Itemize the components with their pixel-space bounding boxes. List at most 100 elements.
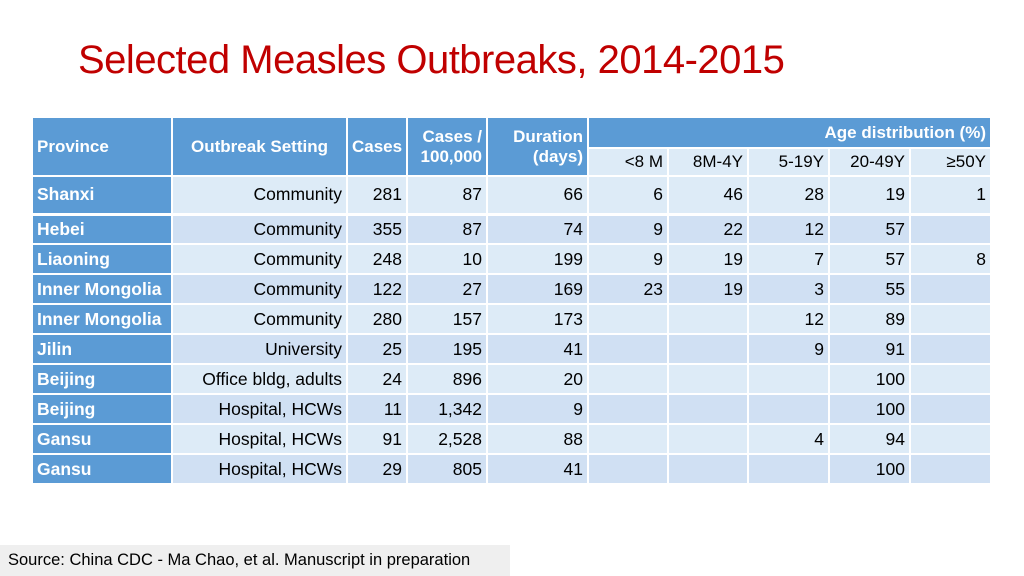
duration-cell: 74 bbox=[487, 212, 589, 245]
age-8m-4y-cell bbox=[668, 334, 749, 365]
age-20-49y-cell: 57 bbox=[829, 244, 911, 275]
age-5-19y-cell: 7 bbox=[748, 244, 830, 275]
age-8m-4y-cell bbox=[668, 454, 749, 485]
cases-cell: 248 bbox=[347, 244, 408, 275]
duration-cell: 199 bbox=[487, 244, 589, 275]
age-under-8m-cell bbox=[588, 424, 669, 455]
province-cell: Hebei bbox=[33, 212, 173, 245]
age-5-19y-cell: 4 bbox=[748, 424, 830, 455]
age-under-8m-cell: 9 bbox=[588, 212, 669, 245]
table-row: Beijing Office bldg, adults 24 896 20 10… bbox=[33, 364, 992, 395]
rate-cell: 2,528 bbox=[407, 424, 488, 455]
setting-cell: Hospital, HCWs bbox=[172, 454, 348, 485]
cases-cell: 91 bbox=[347, 424, 408, 455]
cases-cell: 122 bbox=[347, 274, 408, 305]
table-row: Liaoning Community 248 10 199 9 19 7 57 … bbox=[33, 244, 992, 275]
slide-title: Selected Measles Outbreaks, 2014-2015 bbox=[78, 38, 785, 82]
age-50y-plus-cell bbox=[910, 364, 992, 395]
setting-cell: Community bbox=[172, 176, 348, 215]
age-8m-4y-cell bbox=[668, 394, 749, 425]
table-row: Shanxi Community 281 87 66 6 46 28 19 1 bbox=[33, 176, 992, 215]
age-50y-plus-cell bbox=[910, 274, 992, 305]
cases-cell: 29 bbox=[347, 454, 408, 485]
age-8m-4y-cell: 19 bbox=[668, 274, 749, 305]
header-duration-line1: Duration bbox=[513, 126, 583, 146]
province-cell: Beijing bbox=[33, 364, 173, 395]
age-bin-20-49y: 20-49Y bbox=[829, 148, 911, 177]
duration-cell: 20 bbox=[487, 364, 589, 395]
header-rate-line1: Cases / bbox=[422, 126, 482, 146]
age-50y-plus-cell bbox=[910, 424, 992, 455]
rate-cell: 805 bbox=[407, 454, 488, 485]
age-8m-4y-cell: 46 bbox=[668, 176, 749, 215]
age-20-49y-cell: 19 bbox=[829, 176, 911, 215]
province-cell: Gansu bbox=[33, 454, 173, 485]
table-row: Gansu Hospital, HCWs 91 2,528 88 4 94 bbox=[33, 424, 992, 455]
setting-cell: Hospital, HCWs bbox=[172, 424, 348, 455]
age-50y-plus-cell: 1 bbox=[910, 176, 992, 215]
age-under-8m-cell bbox=[588, 394, 669, 425]
province-cell: Liaoning bbox=[33, 244, 173, 275]
header-cases: Cases bbox=[347, 118, 408, 177]
rate-cell: 896 bbox=[407, 364, 488, 395]
header-age-distribution: Age distribution (%) bbox=[588, 118, 992, 149]
age-5-19y-cell bbox=[748, 454, 830, 485]
age-subheader-row: <8 M 8M-4Y 5-19Y 20-49Y ≥50Y bbox=[33, 148, 992, 177]
age-8m-4y-cell bbox=[668, 424, 749, 455]
age-bin-under-8m: <8 M bbox=[588, 148, 669, 177]
age-5-19y-cell bbox=[748, 394, 830, 425]
age-under-8m-cell: 23 bbox=[588, 274, 669, 305]
age-8m-4y-cell bbox=[668, 364, 749, 395]
duration-cell: 173 bbox=[487, 304, 589, 335]
duration-cell: 66 bbox=[487, 176, 589, 215]
age-under-8m-cell bbox=[588, 304, 669, 335]
setting-cell: Community bbox=[172, 244, 348, 275]
province-cell: Inner Mongolia bbox=[33, 274, 173, 305]
age-5-19y-cell: 12 bbox=[748, 304, 830, 335]
age-under-8m-cell: 9 bbox=[588, 244, 669, 275]
age-20-49y-cell: 100 bbox=[829, 364, 911, 395]
cases-cell: 280 bbox=[347, 304, 408, 335]
setting-cell: Office bldg, adults bbox=[172, 364, 348, 395]
age-20-49y-cell: 89 bbox=[829, 304, 911, 335]
setting-cell: University bbox=[172, 334, 348, 365]
setting-cell: Hospital, HCWs bbox=[172, 394, 348, 425]
province-cell: Inner Mongolia bbox=[33, 304, 173, 335]
header-setting: Outbreak Setting bbox=[172, 118, 348, 177]
table-row: Hebei Community 355 87 74 9 22 12 57 bbox=[33, 212, 992, 245]
age-5-19y-cell: 9 bbox=[748, 334, 830, 365]
rate-cell: 10 bbox=[407, 244, 488, 275]
table-row: Gansu Hospital, HCWs 29 805 41 100 bbox=[33, 454, 992, 485]
duration-cell: 9 bbox=[487, 394, 589, 425]
header-province: Province bbox=[33, 118, 173, 177]
age-20-49y-cell: 91 bbox=[829, 334, 911, 365]
setting-cell: Community bbox=[172, 304, 348, 335]
cases-cell: 355 bbox=[347, 212, 408, 245]
cases-cell: 24 bbox=[347, 364, 408, 395]
cases-cell: 281 bbox=[347, 176, 408, 215]
setting-cell: Community bbox=[172, 212, 348, 245]
age-20-49y-cell: 94 bbox=[829, 424, 911, 455]
age-50y-plus-cell: 8 bbox=[910, 244, 992, 275]
table-row: Beijing Hospital, HCWs 11 1,342 9 100 bbox=[33, 394, 992, 425]
table-row: Inner Mongolia Community 280 157 173 12 … bbox=[33, 304, 992, 335]
rate-cell: 87 bbox=[407, 212, 488, 245]
age-under-8m-cell: 6 bbox=[588, 176, 669, 215]
age-50y-plus-cell bbox=[910, 394, 992, 425]
rate-cell: 87 bbox=[407, 176, 488, 215]
header-duration: Duration (days) bbox=[487, 118, 589, 177]
age-50y-plus-cell bbox=[910, 454, 992, 485]
rate-cell: 1,342 bbox=[407, 394, 488, 425]
age-50y-plus-cell bbox=[910, 212, 992, 245]
setting-cell: Community bbox=[172, 274, 348, 305]
age-under-8m-cell bbox=[588, 454, 669, 485]
age-20-49y-cell: 100 bbox=[829, 394, 911, 425]
age-20-49y-cell: 100 bbox=[829, 454, 911, 485]
age-5-19y-cell: 12 bbox=[748, 212, 830, 245]
age-under-8m-cell bbox=[588, 334, 669, 365]
source-note: Source: China CDC - Ma Chao, et al. Manu… bbox=[0, 545, 510, 576]
age-bin-50y-plus: ≥50Y bbox=[910, 148, 992, 177]
header-duration-line2: (days) bbox=[532, 146, 583, 166]
age-20-49y-cell: 55 bbox=[829, 274, 911, 305]
province-cell: Gansu bbox=[33, 424, 173, 455]
